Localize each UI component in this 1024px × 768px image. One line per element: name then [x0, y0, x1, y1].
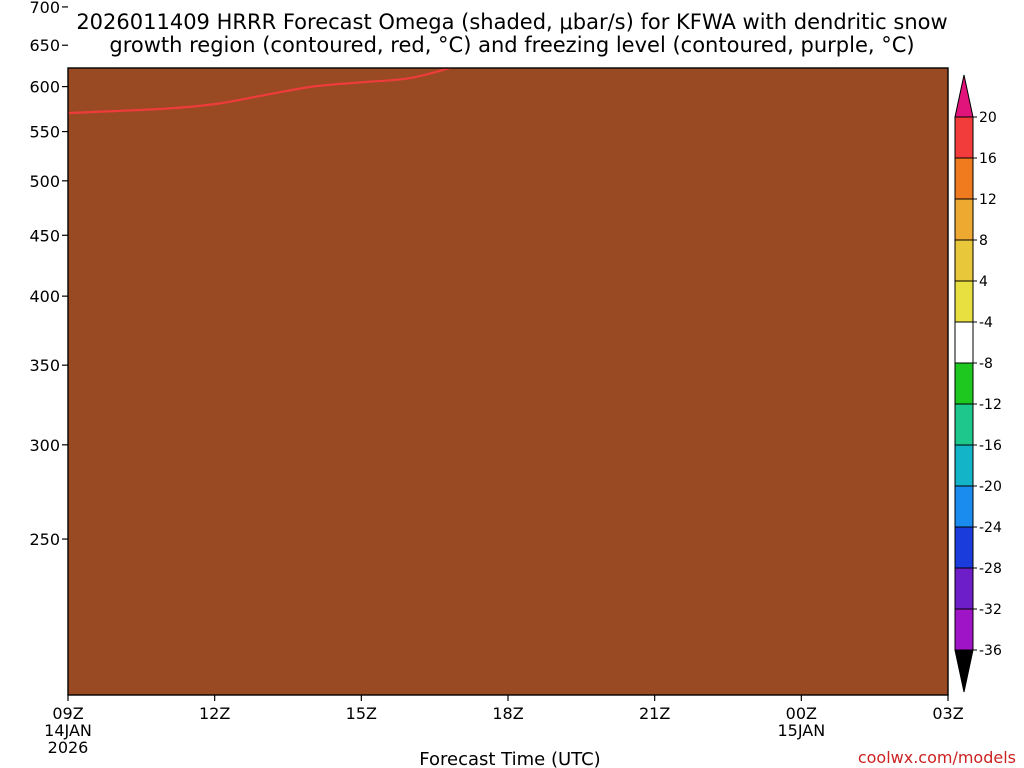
x-tick-date: 14JAN — [44, 721, 92, 740]
colorbar-tick-label: 20 — [979, 110, 997, 126]
dgz-contour-line — [68, 68, 454, 115]
colorbar-tick-label: -16 — [979, 438, 1002, 454]
colorbar-tick-label: -20 — [979, 479, 1002, 495]
y-tick-label: 650 — [29, 36, 60, 55]
x-tick-label: 09Z — [52, 704, 83, 723]
y-tick-label: 250 — [29, 530, 60, 549]
x-tick-label: 00Z — [786, 704, 817, 723]
x-tick-label: 15Z — [346, 704, 377, 723]
colorbar-segment — [954, 116, 974, 159]
colorbar-segment — [954, 567, 974, 610]
x-axis-title: Forecast Time (UTC) — [419, 749, 600, 768]
plot-inner: -18 — [68, 68, 948, 695]
colorbar-legend: 20 16 12 8 4 -4 -8 -12 -16 -20 -24 -28 -32 -36 — [954, 74, 1002, 693]
x-tick-label: 21Z — [639, 704, 670, 723]
colorbar-tick-label: 16 — [979, 151, 997, 167]
y-tick-label: 450 — [29, 226, 60, 245]
colorbar-bottom-arrow — [954, 649, 974, 693]
colorbar-segment — [954, 280, 974, 323]
colorbar-segment — [954, 485, 974, 528]
x-tick-date: 15JAN — [777, 721, 825, 740]
y-tick-label: 350 — [29, 356, 60, 375]
colorbar-top-arrow — [954, 74, 974, 118]
colorbar-tick-label: -32 — [979, 602, 1002, 618]
colorbar-segment — [954, 362, 974, 405]
colorbar-tick-label: -28 — [979, 561, 1002, 577]
plot-area: -18 — [67, 67, 949, 696]
x-tick-year: 2026 — [48, 738, 89, 757]
y-tick-label: 600 — [29, 78, 60, 97]
colorbar-segment — [954, 157, 974, 200]
colorbar-tick-label: -8 — [979, 356, 993, 372]
colorbar-segment — [954, 239, 974, 282]
credit-text: coolwx.com/models — [858, 748, 1016, 767]
colorbar-segment — [954, 403, 974, 446]
x-tick-label: 18Z — [492, 704, 523, 723]
colorbar-tick-label: -4 — [979, 315, 993, 331]
colorbar-tick-label: 8 — [979, 233, 988, 249]
colorbar-tick-label: 4 — [979, 274, 988, 290]
colorbar-segment — [954, 198, 974, 241]
colorbar-tick-label: 12 — [979, 192, 997, 208]
y-tick-label: 400 — [29, 287, 60, 306]
colorbar-segment — [954, 321, 974, 364]
colorbar-tick-label: -24 — [979, 520, 1002, 536]
y-axis: 2503003504004505005506006507007508008509… — [29, 0, 68, 549]
y-tick-label: 300 — [29, 436, 60, 455]
y-tick-label: 500 — [29, 172, 60, 191]
colorbar-segment — [954, 526, 974, 569]
y-tick-label: 550 — [29, 123, 60, 142]
colorbar-tick-label: -36 — [979, 643, 1002, 659]
y-tick-label: 700 — [29, 0, 60, 17]
colorbar-tick-label: -12 — [979, 397, 1002, 413]
colorbar-segment — [954, 444, 974, 487]
x-tick-label: 03Z — [932, 704, 963, 723]
ground-terrain — [68, 68, 948, 695]
chart-title-line2: growth region (contoured, red, °C) and f… — [109, 33, 914, 57]
colorbar-segment — [954, 608, 974, 651]
chart-title-line1: 2026011409 HRRR Forecast Omega (shaded, … — [76, 10, 947, 34]
x-tick-label: 12Z — [199, 704, 230, 723]
